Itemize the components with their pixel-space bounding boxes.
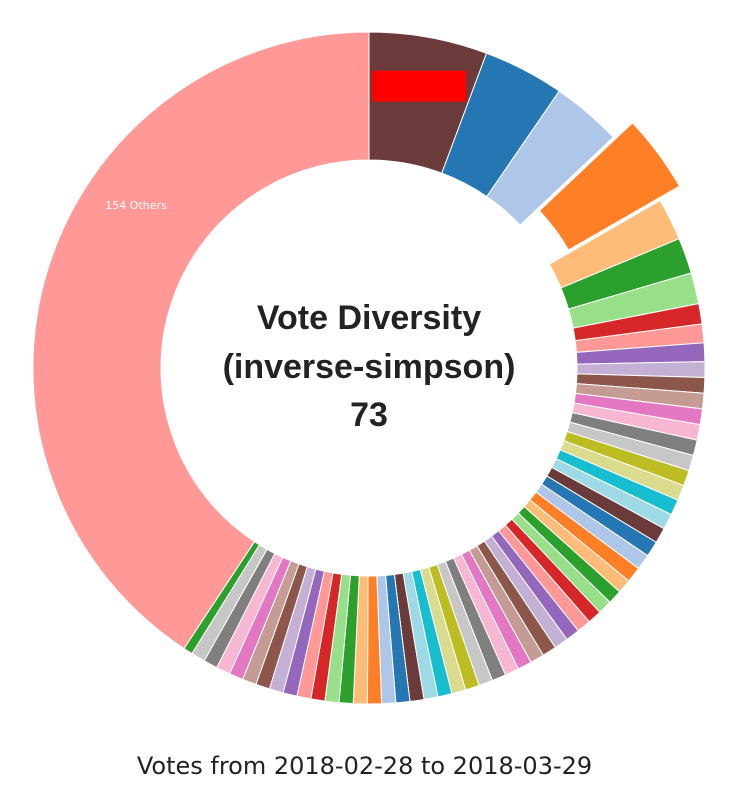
redaction-box [372, 70, 467, 102]
slice-3[interactable] [486, 90, 614, 226]
center-title-line-2: (inverse-simpson) [223, 348, 516, 386]
date-range-caption: Votes from 2018-02-28 to 2018-03-29 [136, 752, 593, 780]
slice-4[interactable] [538, 122, 681, 251]
center-title-line-1: Vote Diversity [257, 299, 481, 337]
others-slice-label: 154 Others [105, 199, 167, 212]
diversity-value: 73 [350, 396, 388, 434]
chart-overlays: 154 Others [105, 70, 467, 212]
donut-slices [32, 31, 706, 705]
slice-others[interactable] [32, 31, 370, 650]
donut-chart: 154 Others Vote Diversity (inverse-simps… [32, 31, 706, 705]
